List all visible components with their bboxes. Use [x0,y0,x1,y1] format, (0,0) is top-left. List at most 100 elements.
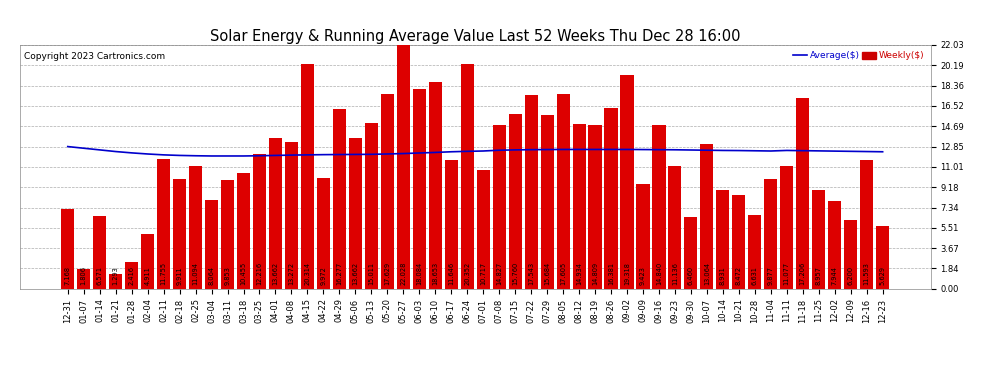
Bar [668,165,681,289]
Bar [364,123,378,289]
Text: 11.077: 11.077 [784,262,790,285]
Text: 9.911: 9.911 [176,267,182,285]
Text: 10.455: 10.455 [241,262,247,285]
Bar [348,138,362,289]
Bar [109,274,122,289]
Text: 15.760: 15.760 [512,262,518,285]
Bar [157,159,170,289]
Bar [285,142,298,289]
Bar [381,94,394,289]
Bar [269,138,282,289]
Bar [317,178,330,289]
Text: 6.200: 6.200 [847,266,853,285]
Text: 12.216: 12.216 [256,262,262,285]
Text: 4.911: 4.911 [145,267,150,285]
Bar [301,64,314,289]
Bar [509,114,522,289]
Text: 8.931: 8.931 [720,267,726,285]
Text: 7.168: 7.168 [64,266,70,285]
Text: 14.809: 14.809 [592,262,598,285]
Text: 11.755: 11.755 [160,262,166,285]
Text: 13.662: 13.662 [272,262,278,285]
Bar [77,269,90,289]
Text: 13.272: 13.272 [288,262,294,285]
Text: 9.853: 9.853 [225,267,231,285]
Bar [460,64,474,289]
Bar [621,75,634,289]
Text: 20.352: 20.352 [464,262,470,285]
Bar [652,124,665,289]
Text: 17.206: 17.206 [800,262,806,285]
Bar [413,88,426,289]
Text: 5.629: 5.629 [880,266,886,285]
Bar [493,125,506,289]
Text: 15.011: 15.011 [368,262,374,285]
Bar [764,180,777,289]
Bar [588,125,602,289]
Text: 18.653: 18.653 [433,262,439,285]
Bar [796,98,809,289]
Bar [717,190,730,289]
Text: 8.472: 8.472 [736,266,742,285]
Text: 2.416: 2.416 [129,266,135,285]
Text: 9.877: 9.877 [768,266,774,285]
Bar [525,94,538,289]
Text: 13.064: 13.064 [704,262,710,285]
Bar [142,234,154,289]
Bar [189,166,202,289]
Bar [844,220,857,289]
Bar [252,154,266,289]
Bar [125,262,139,289]
Text: 11.094: 11.094 [193,262,199,285]
Text: 17.543: 17.543 [528,262,535,285]
Text: 16.381: 16.381 [608,262,614,285]
Bar [333,109,346,289]
Text: Copyright 2023 Cartronics.com: Copyright 2023 Cartronics.com [25,53,165,61]
Legend: Average($), Weekly($): Average($), Weekly($) [792,50,926,62]
Bar [572,123,586,289]
Bar [397,45,410,289]
Bar [860,160,873,289]
Text: 1.293: 1.293 [113,267,119,285]
Text: 6.571: 6.571 [97,266,103,285]
Text: 6.460: 6.460 [688,266,694,285]
Text: 11.593: 11.593 [863,262,869,285]
Bar [684,217,698,289]
Text: 14.934: 14.934 [576,262,582,285]
Text: 14.840: 14.840 [656,262,662,285]
Bar [445,160,457,289]
Bar [205,200,218,289]
Text: 15.684: 15.684 [544,262,550,285]
Text: 22.028: 22.028 [400,262,406,285]
Text: 9.423: 9.423 [640,267,645,285]
Title: Solar Energy & Running Average Value Last 52 Weeks Thu Dec 28 16:00: Solar Energy & Running Average Value Las… [210,29,741,44]
Bar [605,108,618,289]
Bar [812,190,826,289]
Bar [541,115,553,289]
Bar [733,195,745,289]
Bar [476,170,490,289]
Bar [61,210,74,289]
Text: 6.631: 6.631 [751,267,757,285]
Text: 20.314: 20.314 [305,262,311,285]
Bar [237,173,250,289]
Bar [637,184,649,289]
Text: 17.605: 17.605 [560,262,566,285]
Text: 17.629: 17.629 [384,262,390,285]
Text: 19.318: 19.318 [624,262,630,285]
Text: 18.084: 18.084 [416,262,423,285]
Text: 16.277: 16.277 [337,262,343,285]
Text: 8.957: 8.957 [816,266,822,285]
Bar [173,179,186,289]
Bar [780,166,793,289]
Bar [829,201,842,289]
Bar [221,180,234,289]
Text: 8.064: 8.064 [209,266,215,285]
Text: 9.972: 9.972 [321,267,327,285]
Text: 10.717: 10.717 [480,262,486,285]
Text: 11.136: 11.136 [672,262,678,285]
Bar [748,215,761,289]
Bar [556,94,569,289]
Bar [93,216,106,289]
Text: 7.944: 7.944 [832,266,838,285]
